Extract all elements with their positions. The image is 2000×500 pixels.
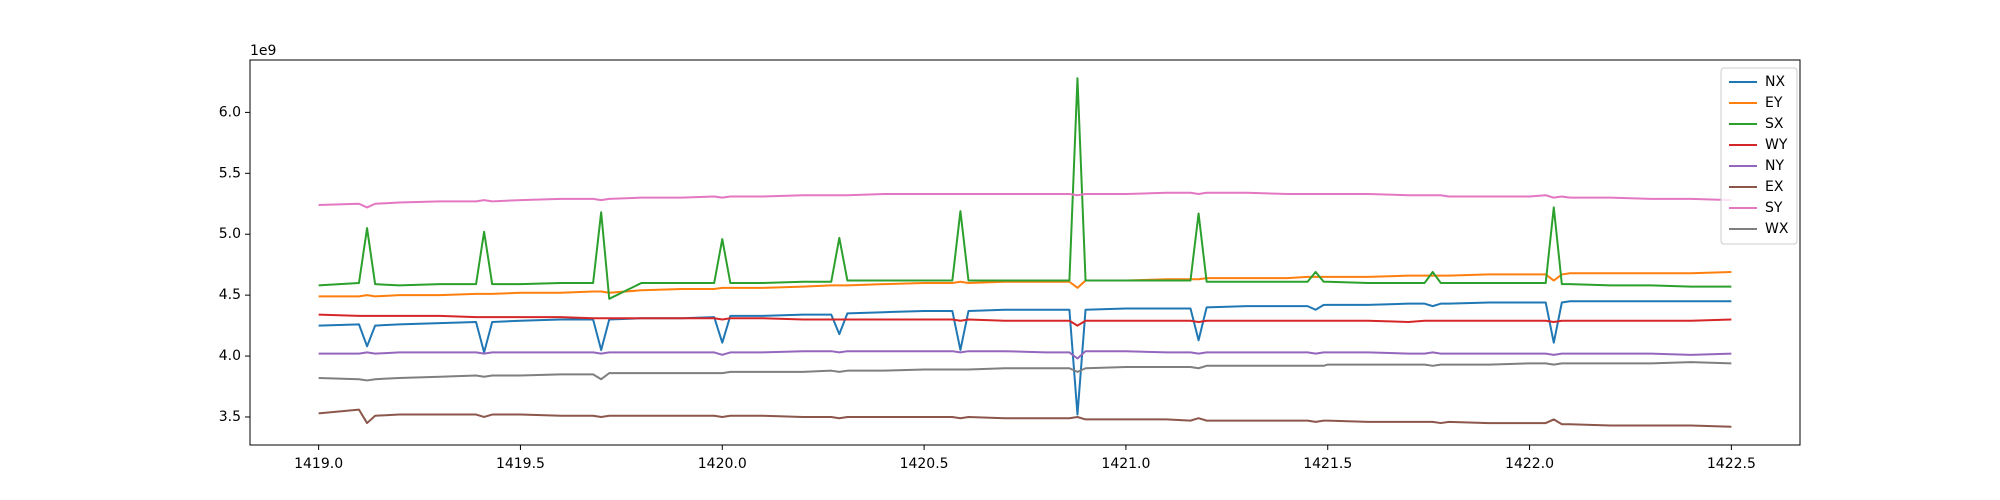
series-line [318, 361, 1732, 382]
x-tick-label: 1422.0 [1505, 456, 1554, 472]
series-line [318, 191, 1732, 209]
legend-label: SX [1765, 116, 1784, 132]
series-line [318, 270, 1732, 298]
series-line [318, 77, 1732, 300]
x-tick-label: 1419.0 [294, 456, 343, 472]
series-line [318, 350, 1732, 360]
series-line [318, 313, 1732, 327]
x-tick-label: 1421.0 [1101, 456, 1150, 472]
y-tick-label: 4.5 [219, 287, 241, 303]
series-line [318, 408, 1732, 428]
x-tick-label: 1419.5 [496, 456, 545, 472]
y-tick-label: 5.0 [219, 226, 241, 242]
series-line [318, 300, 1732, 416]
y-offset-label: 1e9 [250, 43, 276, 59]
x-tick-label: 1421.5 [1303, 456, 1352, 472]
legend-label: EX [1765, 179, 1784, 195]
y-tick-label: 6.0 [219, 104, 241, 120]
axes-frame [249, 59, 1801, 446]
x-tick-label: 1422.5 [1707, 456, 1756, 472]
legend-label: SY [1765, 200, 1783, 216]
y-tick-label: 3.5 [219, 409, 241, 425]
legend-label: WY [1765, 137, 1788, 153]
legend-frame [1720, 67, 1798, 245]
legend-label: NX [1765, 74, 1785, 90]
legend-label: EY [1765, 95, 1783, 111]
y-tick-label: 4.0 [219, 348, 241, 364]
x-tick-label: 1420.0 [698, 456, 747, 472]
legend-label: WX [1765, 221, 1789, 237]
y-tick-label: 5.5 [219, 165, 241, 181]
legend-label: NY [1765, 158, 1784, 174]
x-tick-label: 1420.5 [900, 456, 949, 472]
